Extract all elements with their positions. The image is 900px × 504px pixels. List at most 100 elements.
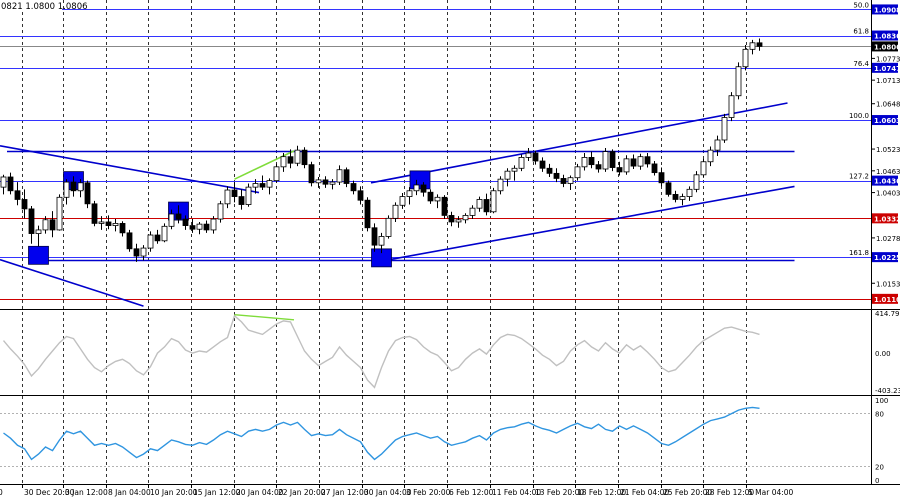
- candle: [701, 159, 706, 178]
- candle-body-up: [526, 153, 531, 157]
- candle-body-down: [309, 165, 314, 183]
- candle-body-down: [757, 43, 762, 47]
- candle-body-up: [36, 230, 41, 234]
- fib-level-label: 50.0: [853, 1, 869, 9]
- fib-level-label: 127.2: [849, 173, 869, 181]
- price-tick-label: 1.0153: [876, 280, 900, 288]
- candle-body-down: [127, 233, 132, 249]
- price-tag[interactable]: 1.0110: [872, 294, 900, 304]
- candle-body-up: [708, 150, 713, 162]
- price-tag[interactable]: 1.0332: [872, 213, 900, 223]
- candle-body-up: [99, 222, 104, 223]
- price-tag-label: 1.0747: [874, 65, 900, 73]
- candle-body-down: [323, 180, 328, 184]
- candle-body-up: [477, 199, 482, 208]
- candle-body-up: [379, 236, 384, 245]
- candle-body-up: [253, 184, 258, 188]
- price-tag-label: 1.0436: [874, 178, 900, 186]
- candle-body-down: [134, 249, 139, 256]
- candle-body-up: [568, 178, 573, 184]
- candle-body-down: [183, 219, 188, 226]
- price-tag[interactable]: 1.0603: [872, 115, 900, 125]
- candle-body-up: [57, 197, 62, 230]
- price-tag[interactable]: 1.0225: [872, 252, 900, 262]
- candle: [575, 164, 580, 181]
- candle-body-down: [8, 177, 13, 191]
- candle-body-down: [540, 161, 545, 168]
- candle-body-up: [694, 175, 699, 190]
- candle-body-up: [463, 215, 468, 219]
- candle-body-up: [680, 197, 685, 200]
- time-label: 30 Jan 04:00: [364, 488, 412, 497]
- time-label: 3 Jan 12:00: [65, 488, 108, 497]
- candle-body-down: [358, 191, 363, 200]
- pattern-marker: [29, 246, 49, 264]
- price-tick-label: 1.0463: [876, 168, 900, 176]
- cci-tick-label: -403.234: [875, 387, 900, 395]
- ohlc-readout: 0821 1.0800 1.0806: [1, 2, 88, 12]
- time-label: 20 Jan 04:00: [236, 488, 284, 497]
- time-label: 22 Jan 20:00: [278, 488, 326, 497]
- pattern-marker: [410, 171, 430, 189]
- rsi-tick-label: 80: [875, 411, 884, 419]
- price-tag[interactable]: 1.0747: [872, 63, 900, 73]
- price-tick-label: 1.0773: [876, 55, 900, 63]
- candle-body-down: [22, 199, 27, 208]
- candle-body-up: [435, 197, 440, 201]
- candle-body-up: [414, 185, 419, 191]
- price-tag-label: 1.0110: [874, 296, 900, 304]
- time-label: 27 Jan 12:00: [321, 488, 369, 497]
- fib-level-label: 76.4: [853, 60, 869, 68]
- candle-body-up: [400, 197, 405, 206]
- candle: [309, 162, 314, 187]
- candle-body-up: [687, 189, 692, 196]
- candle-body-up: [64, 182, 69, 197]
- candle-body-up: [456, 220, 461, 222]
- candle-body-down: [204, 224, 209, 230]
- candle-body-up: [43, 220, 48, 230]
- candle-body-down: [232, 190, 237, 197]
- candle-body-down: [659, 173, 664, 183]
- candle-body-down: [666, 183, 671, 195]
- candle-body-up: [638, 157, 643, 166]
- rsi-tick-label: 20: [875, 463, 884, 471]
- price-tag-label: 1.0603: [874, 117, 900, 125]
- candle-body-up: [281, 157, 286, 167]
- price-tag[interactable]: 1.0836: [872, 31, 900, 41]
- candle-body-down: [239, 197, 244, 205]
- candle-body-down: [589, 157, 594, 164]
- price-tick-label: 1.0713: [876, 77, 900, 85]
- candle-body-up: [701, 162, 706, 175]
- candle: [127, 230, 132, 252]
- price-tag[interactable]: 1.0806: [872, 41, 900, 51]
- candle-body-down: [85, 183, 90, 204]
- candle-body-up: [736, 67, 741, 96]
- candle-body-down: [190, 226, 195, 230]
- price-tick-label: 1.0278: [876, 235, 900, 243]
- candle-body-up: [603, 152, 608, 169]
- candle-body-down: [631, 159, 636, 166]
- candle: [85, 181, 90, 209]
- candle-body-up: [295, 150, 300, 163]
- candle-body-up: [729, 96, 734, 118]
- candle-body-down: [155, 235, 160, 241]
- candle-body-down: [547, 168, 552, 173]
- rsi-tick-label: 100: [875, 397, 888, 405]
- candle-body-up: [267, 181, 272, 188]
- candle: [365, 197, 370, 231]
- candle-body-up: [386, 218, 391, 236]
- price-tag[interactable]: 1.0436: [872, 176, 900, 186]
- price-tag-label: 1.0225: [874, 254, 900, 262]
- candle-body-up: [575, 167, 580, 178]
- candle-body-down: [554, 173, 559, 178]
- price-tag[interactable]: 1.0908: [872, 4, 900, 14]
- time-label: 6 Feb 12:00: [449, 488, 494, 497]
- candle-body-down: [365, 200, 370, 228]
- time-label: 0: [0, 488, 3, 497]
- candle-body-up: [113, 223, 118, 225]
- candle-body-up: [211, 219, 216, 230]
- time-label: 3 Feb 20:00: [406, 488, 451, 497]
- price-tag-label: 1.0806: [874, 43, 900, 51]
